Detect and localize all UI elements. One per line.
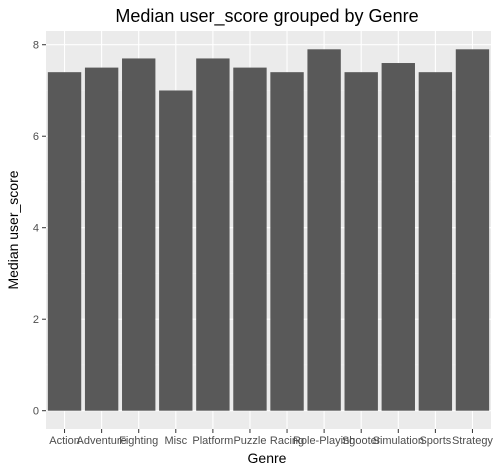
bar-racing <box>270 72 304 411</box>
x-tick-label: Strategy <box>452 435 493 447</box>
bar-shooter <box>344 72 378 411</box>
bar-adventure <box>84 67 119 411</box>
bar-platform <box>196 58 230 411</box>
x-tick-label: Sports <box>419 435 451 447</box>
x-tick-label: Action <box>49 435 80 447</box>
x-tick-label: Shooter <box>342 435 381 447</box>
y-tick-label: 6 <box>33 131 39 143</box>
y-tick-label: 2 <box>33 314 39 326</box>
bar-sports <box>418 72 453 411</box>
y-tick-label: 0 <box>33 406 39 418</box>
x-tick-label: Misc <box>164 435 187 447</box>
x-tick-label: Fighting <box>119 435 158 447</box>
y-axis: 0 2 4 6 8 <box>33 40 46 418</box>
bar-puzzle <box>233 67 267 411</box>
bar-action <box>47 72 82 411</box>
chart-title: Median user_score grouped by Genre <box>115 6 418 27</box>
x-tick-label: Adventure <box>77 435 127 447</box>
x-tick-label: Simulation <box>373 435 424 447</box>
plot-panel <box>46 31 491 429</box>
x-tick-label: Platform <box>192 435 233 447</box>
bar-misc <box>159 90 193 411</box>
bar-fighting <box>122 58 156 411</box>
x-tick-label: Racing <box>270 435 304 447</box>
bar-role-playing <box>307 49 341 411</box>
bars <box>47 49 490 411</box>
x-axis-title: Genre <box>248 450 287 466</box>
y-axis-title: Median user_score <box>5 170 21 289</box>
x-tick-label: Role-Playing <box>293 435 355 447</box>
bar-simulation <box>381 63 415 411</box>
bar-strategy <box>455 49 490 411</box>
y-tick-label: 8 <box>33 40 39 52</box>
y-tick-label: 4 <box>33 223 39 235</box>
x-tick-label: Puzzle <box>233 435 266 447</box>
